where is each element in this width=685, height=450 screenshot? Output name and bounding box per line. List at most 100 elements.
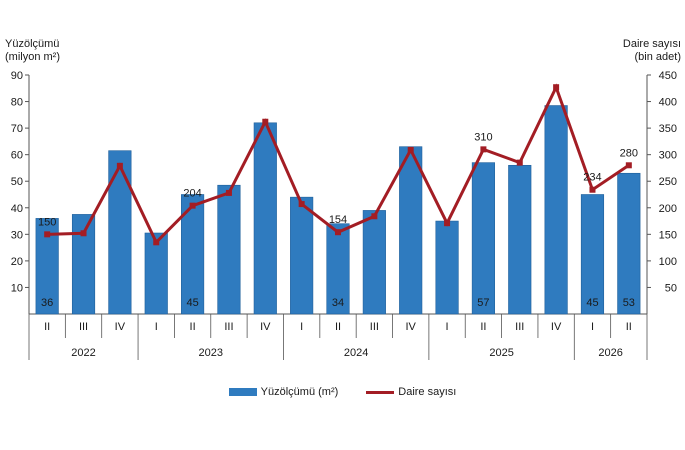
bar-data-label: 45 bbox=[186, 297, 198, 309]
left-axis-title-line2: (milyon m²) bbox=[5, 51, 60, 63]
legend: Yüzölçümü (m²) Daire sayısı bbox=[0, 386, 685, 398]
line-data-label: 310 bbox=[474, 131, 492, 143]
quarter-label: IV bbox=[260, 321, 271, 333]
left-tick-label: 30 bbox=[11, 229, 23, 241]
line-point bbox=[298, 201, 305, 208]
left-tick-label: 70 bbox=[11, 123, 23, 135]
left-tick-label: 20 bbox=[11, 256, 23, 268]
line-point bbox=[44, 231, 51, 238]
left-axis-title: Yüzölçümü (milyon m²) bbox=[5, 38, 60, 64]
bar-data-label: 53 bbox=[623, 297, 635, 309]
right-tick-label: 150 bbox=[659, 229, 677, 241]
line-point bbox=[116, 162, 123, 169]
line-point bbox=[80, 230, 87, 237]
year-label: 2025 bbox=[489, 347, 513, 359]
quarter-label: IV bbox=[115, 321, 126, 333]
bar-data-label: 57 bbox=[477, 297, 489, 309]
line-point bbox=[189, 202, 196, 209]
line-point bbox=[153, 239, 160, 246]
bar bbox=[326, 223, 350, 315]
quarter-label: II bbox=[44, 321, 50, 333]
quarter-label: II bbox=[190, 321, 196, 333]
bar bbox=[253, 122, 277, 315]
bar bbox=[181, 194, 205, 315]
year-label: 2022 bbox=[71, 347, 95, 359]
right-tick-label: 250 bbox=[659, 176, 677, 188]
bar bbox=[108, 150, 132, 315]
line-point bbox=[625, 162, 632, 169]
quarter-label: I bbox=[591, 321, 594, 333]
legend-bar-swatch bbox=[228, 388, 257, 396]
right-tick-label: 450 bbox=[659, 70, 677, 82]
legend-item-units: Daire sayısı bbox=[366, 386, 456, 398]
line-point bbox=[444, 220, 451, 227]
bar bbox=[617, 172, 641, 315]
line-point bbox=[589, 186, 596, 193]
quarter-label: II bbox=[335, 321, 341, 333]
right-axis-title: Daire sayısı (bin adet) bbox=[623, 38, 681, 64]
right-axis-title-line2: (bin adet) bbox=[634, 51, 681, 63]
legend-item-area: Yüzölçümü (m²) bbox=[228, 386, 339, 398]
line-data-label: 154 bbox=[329, 214, 347, 226]
bar bbox=[544, 105, 568, 315]
quarter-label: III bbox=[515, 321, 524, 333]
line-data-label: 234 bbox=[583, 172, 601, 184]
bar bbox=[217, 184, 241, 315]
left-tick-label: 60 bbox=[11, 150, 23, 162]
right-tick-label: 300 bbox=[659, 150, 677, 162]
line-point bbox=[262, 118, 269, 125]
right-tick-label: 400 bbox=[659, 97, 677, 109]
bar bbox=[35, 218, 59, 315]
left-tick-label: 10 bbox=[11, 282, 23, 294]
line-point bbox=[225, 189, 232, 196]
right-axis-title-line1: Daire sayısı bbox=[622, 38, 681, 50]
line-point bbox=[480, 146, 487, 153]
left-tick-label: 50 bbox=[11, 176, 23, 188]
combo-chart: 10 20 30 40 50 60 70 80 90 50 100 150 200 250 300 350 40… bbox=[11, 70, 677, 360]
bar-data-label: 36 bbox=[41, 297, 53, 309]
quarter-label: IV bbox=[406, 321, 417, 333]
right-tick-label: 350 bbox=[659, 123, 677, 135]
bar bbox=[144, 232, 168, 315]
quarter-label: II bbox=[626, 321, 632, 333]
bar bbox=[435, 220, 459, 315]
bar-data-label: 45 bbox=[586, 297, 598, 309]
legend-line-swatch bbox=[366, 390, 395, 394]
left-tick-label: 40 bbox=[11, 203, 23, 215]
line-data-label: 280 bbox=[620, 147, 638, 159]
right-tick-label: 200 bbox=[659, 203, 677, 215]
bar bbox=[290, 196, 314, 315]
line-point bbox=[371, 213, 378, 220]
quarter-label: III bbox=[224, 321, 233, 333]
left-axis-title-line1: Yüzölçümü bbox=[5, 38, 60, 50]
bar bbox=[362, 210, 386, 315]
line-point bbox=[407, 146, 414, 153]
right-tick-label: 100 bbox=[659, 256, 677, 268]
line-data-label: 150 bbox=[38, 216, 56, 228]
bar bbox=[471, 162, 495, 315]
legend-label-area: Yüzölçümü (m²) bbox=[260, 386, 339, 398]
left-tick-label: 80 bbox=[11, 97, 23, 109]
quarter-label: III bbox=[79, 321, 88, 333]
bar bbox=[580, 194, 605, 315]
bar bbox=[71, 214, 96, 315]
quarter-label: I bbox=[446, 321, 449, 333]
quarter-label: I bbox=[300, 321, 303, 333]
quarter-label: IV bbox=[551, 321, 562, 333]
year-label: 2023 bbox=[199, 347, 223, 359]
line-point bbox=[516, 159, 523, 166]
quarter-label: II bbox=[480, 321, 486, 333]
bar-data-label: 34 bbox=[332, 297, 344, 309]
line-data-label: 204 bbox=[183, 188, 201, 200]
line-point bbox=[553, 84, 560, 91]
bar bbox=[399, 146, 423, 315]
quarter-label: I bbox=[155, 321, 158, 333]
line-point bbox=[335, 229, 341, 236]
left-tick-label: 90 bbox=[11, 70, 23, 82]
right-tick-label: 50 bbox=[665, 282, 677, 294]
legend-label-units: Daire sayısı bbox=[398, 386, 457, 398]
year-label: 2026 bbox=[598, 347, 622, 359]
year-label: 2024 bbox=[344, 347, 368, 359]
bar bbox=[508, 164, 532, 315]
quarter-label: III bbox=[370, 321, 379, 333]
